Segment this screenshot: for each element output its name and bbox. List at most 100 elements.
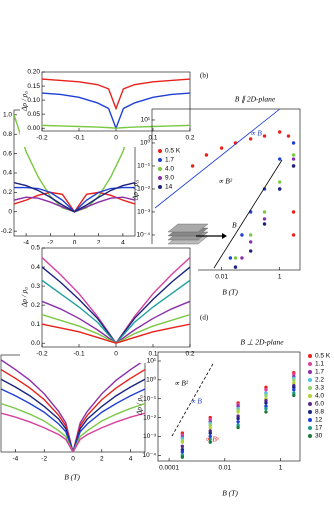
x-tick-label: 4 <box>129 456 133 463</box>
data-point <box>292 381 296 385</box>
data-point <box>292 391 296 395</box>
data-point <box>264 398 268 403</box>
y-tick-label: 0.1 <box>31 321 40 328</box>
legend-label: 4.0 <box>165 166 174 173</box>
x-tick-label: -4 <box>23 240 29 247</box>
guide-line <box>171 361 215 437</box>
panel: -4 -2 0 2 4 B (T) <box>0 354 146 482</box>
x-tick-label: -2 <box>41 456 47 463</box>
data-point <box>264 404 268 408</box>
guide-line <box>154 109 281 209</box>
data-point <box>262 210 267 214</box>
legend-marker <box>308 402 312 406</box>
data-point <box>208 434 212 439</box>
data-point <box>292 378 296 382</box>
legend-label: 8.8 <box>315 409 324 416</box>
x-tick-label: 0 <box>114 135 118 142</box>
panel-label: (d) <box>200 314 209 322</box>
data-point <box>291 153 296 157</box>
x-tick-label: 0.1 <box>148 135 157 142</box>
data-point <box>292 385 296 390</box>
data-line <box>42 323 190 344</box>
y-tick-label: 10⁻³ <box>143 433 157 440</box>
data-point <box>278 187 282 191</box>
y-tick-label: 0.00 <box>27 125 40 132</box>
y-tick-label: 10⁻¹ <box>143 395 157 402</box>
data-point <box>286 134 291 138</box>
data-point <box>278 180 282 184</box>
annotation: B <box>232 221 237 230</box>
legend-label: 30 <box>315 433 323 440</box>
x-tick-label: 2 <box>97 240 101 247</box>
y-tick-label: 10⁻² <box>137 186 151 193</box>
legend-marker <box>158 158 162 162</box>
x-axis-label: B (T) <box>222 489 238 498</box>
data-point <box>264 410 268 414</box>
data-point <box>291 210 296 214</box>
y-tick-label: 0.5 <box>31 245 40 252</box>
data-point <box>264 393 268 398</box>
x-tick-label: 2 <box>100 456 104 463</box>
x-tick-label: 0 <box>114 351 118 358</box>
legend-marker <box>158 149 162 153</box>
data-point <box>236 414 240 418</box>
legend-marker <box>308 426 312 430</box>
x-tick-label: 0.2 <box>185 351 194 358</box>
legend-label: 0.5 K <box>315 353 331 360</box>
data-point <box>291 141 296 145</box>
data-point <box>219 146 224 150</box>
legend-label: 1.1 <box>315 361 324 368</box>
panel: -0.2 -0.1 0 0.1 0.2 0.00 0.05 0.10 0.15 0.20 Δρ / … <box>20 68 198 147</box>
data-line <box>14 186 135 213</box>
y-tick-label: 0.15 <box>27 83 40 90</box>
data-point <box>240 233 244 237</box>
data-point <box>240 256 244 260</box>
data-point <box>292 388 296 392</box>
data-point <box>292 393 296 398</box>
legend-marker <box>158 167 162 171</box>
x-tick-label: 0.01 <box>218 465 231 472</box>
legend-marker <box>308 394 312 398</box>
plot-frame <box>0 354 146 453</box>
annotation: ∝ B² <box>218 177 233 186</box>
x-tick-label: 0.2 <box>185 135 194 142</box>
annotation: ∝ B <box>190 397 202 406</box>
x-tick-label: -0.1 <box>73 135 85 142</box>
x-tick-label: 0 <box>73 240 77 247</box>
data-point <box>180 433 185 437</box>
data-point <box>262 217 267 221</box>
x-tick-label: 0 <box>71 456 75 463</box>
data-point <box>264 385 268 390</box>
panel-title: B ∥ 2D-plane <box>235 95 276 104</box>
x-tick-label: 0.1 <box>148 351 157 358</box>
data-point <box>236 420 240 424</box>
data-point <box>278 130 282 134</box>
y-tick-label: 10¹ <box>147 358 157 365</box>
y-tick-label: 0.0 <box>31 340 40 347</box>
arrow-head <box>222 233 227 239</box>
data-point <box>262 134 267 138</box>
x-tick-label: -2 <box>47 240 53 247</box>
legend-label: 2.2 <box>315 377 324 384</box>
legend-label: 1.7 <box>315 369 324 376</box>
x-tick-label: 1 <box>278 274 282 281</box>
plot-area <box>154 109 296 269</box>
plot-area <box>171 361 296 459</box>
sample-sketch <box>167 223 227 245</box>
x-tick-label: -0.1 <box>73 351 85 358</box>
data-point <box>248 240 253 244</box>
data-point <box>236 416 240 421</box>
y-tick-label: 0.8 <box>3 131 12 138</box>
data-point <box>233 265 238 269</box>
data-point <box>180 450 185 454</box>
legend-marker <box>308 418 312 422</box>
data-point <box>248 233 253 237</box>
data-point <box>180 436 185 440</box>
data-line <box>1 359 145 452</box>
data-point <box>190 164 195 168</box>
legend-marker <box>308 378 312 382</box>
panel: -0.2 -0.1 0 0.1 0.2 0.0 0.1 0.2 0.3 0.4 0.5 Δρ / ρ₀ <box>20 244 198 363</box>
data-line <box>14 191 135 213</box>
y-tick-label: 0.2 <box>3 189 12 196</box>
